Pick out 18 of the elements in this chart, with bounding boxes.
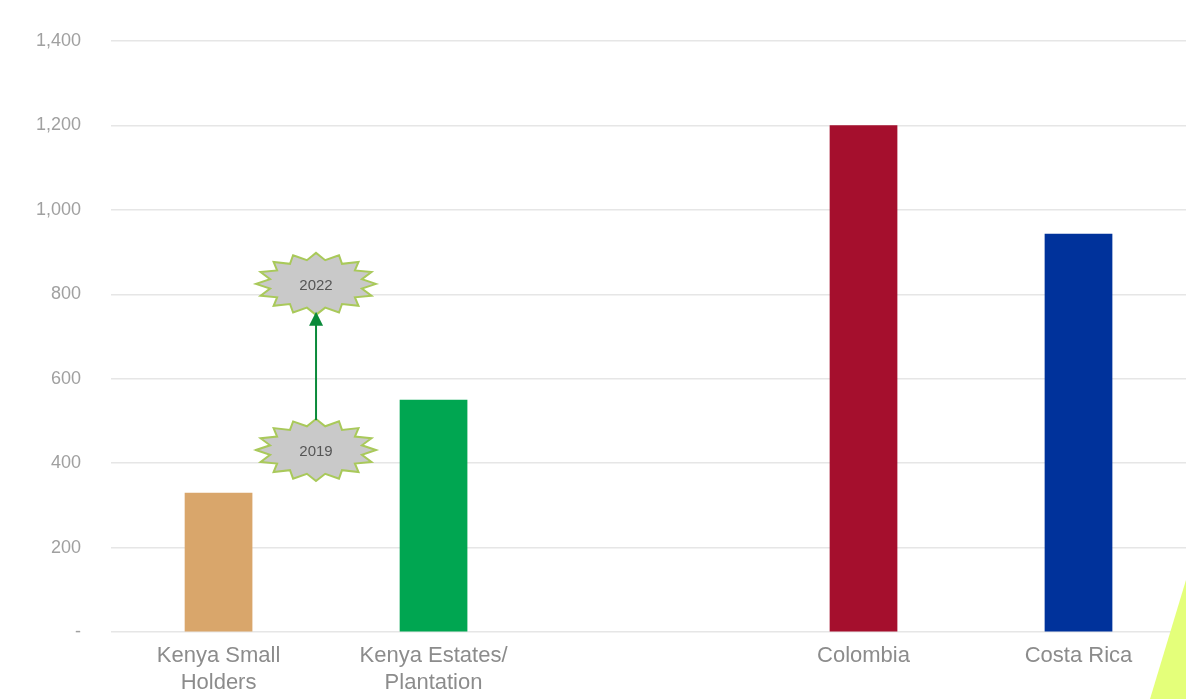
y-tick-label: 1,000 (36, 198, 82, 219)
x-tick-label: Kenya Small Holders (156, 642, 281, 694)
bar (184, 492, 253, 632)
annotation: 2019 (299, 442, 333, 460)
x-tick-label: Costa Rica (1024, 642, 1134, 668)
bar (399, 399, 468, 632)
y-tick-label: 200 (51, 536, 82, 557)
bar (829, 125, 898, 632)
y-tick-label: - (75, 621, 82, 642)
y-tick-label: 1,200 (36, 114, 82, 135)
y-tick-label: 400 (51, 452, 82, 473)
bar (1044, 233, 1113, 632)
y-tick-label: 1,400 (36, 29, 82, 50)
annotation: 2022 (299, 275, 333, 293)
y-tick-label: 800 (51, 283, 82, 304)
x-tick-label: Kenya Estates/ Plantation (359, 642, 509, 694)
y-tick-label: 600 (51, 367, 82, 388)
x-tick-label: Colombia (817, 642, 911, 668)
